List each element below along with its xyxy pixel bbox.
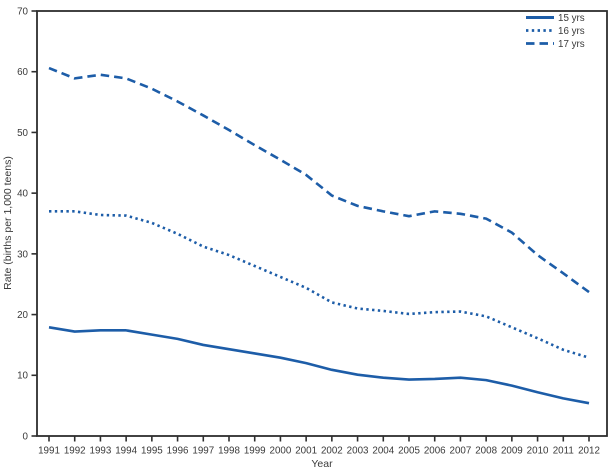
x-tick-label: 2003 <box>347 446 369 457</box>
legend-label: 15 yrs <box>558 13 585 24</box>
data-series <box>48 66 590 405</box>
x-tick-label: 2007 <box>450 446 472 457</box>
plot-border <box>36 10 608 437</box>
x-tick-label: 2011 <box>553 446 574 457</box>
x-tick-label: 2012 <box>578 446 600 457</box>
x-tick-label: 1998 <box>218 446 240 457</box>
series-line-17-yrs <box>48 66 590 294</box>
x-tick-label: 1995 <box>141 446 163 457</box>
x-tick-label: 1996 <box>167 446 189 457</box>
y-tick-label: 50 <box>17 128 28 139</box>
x-axis-title: Year <box>311 458 333 470</box>
y-tick-label: 70 <box>17 6 28 17</box>
x-tick-label: 2001 <box>295 446 317 457</box>
x-tick-label: 2005 <box>398 446 420 457</box>
x-tick-label: 1993 <box>90 446 112 457</box>
x-tick-label: 2004 <box>372 446 394 457</box>
y-tick-label: 10 <box>17 371 28 382</box>
x-tick-label: 1994 <box>115 446 137 457</box>
x-tick-label: 2009 <box>501 446 523 457</box>
y-axis-title: Rate (births per 1,000 teens) <box>2 156 14 290</box>
x-tick-label: 1992 <box>64 446 86 457</box>
x-tick-label: 1999 <box>244 446 266 457</box>
series-line-15-yrs <box>48 326 590 405</box>
x-tick-label: 2002 <box>321 446 343 457</box>
x-tick-label: 2008 <box>475 446 497 457</box>
legend-label: 17 yrs <box>558 39 585 50</box>
x-tick-label: 1991 <box>38 446 60 457</box>
y-axis-ticks: 0 10 20 30 40 50 60 70 <box>17 6 37 442</box>
y-tick-label: 20 <box>17 310 28 321</box>
x-tick-label: 2006 <box>424 446 446 457</box>
x-tick-label: 2000 <box>270 446 292 457</box>
y-tick-label: 30 <box>17 249 28 260</box>
x-tick-label: 1997 <box>192 446 214 457</box>
y-tick-label: 0 <box>23 431 29 442</box>
legend: 15 yrs 16 yrs 17 yrs <box>526 13 585 50</box>
y-tick-label: 40 <box>17 189 28 200</box>
x-axis-ticks: 1991 1992 1993 1994 1995 1996 1997 1998 1999 2000… <box>38 436 600 457</box>
legend-label: 16 yrs <box>558 26 585 37</box>
series-line-16-yrs <box>49 210 590 359</box>
y-tick-label: 60 <box>17 67 28 78</box>
x-tick-label: 2010 <box>527 446 549 457</box>
